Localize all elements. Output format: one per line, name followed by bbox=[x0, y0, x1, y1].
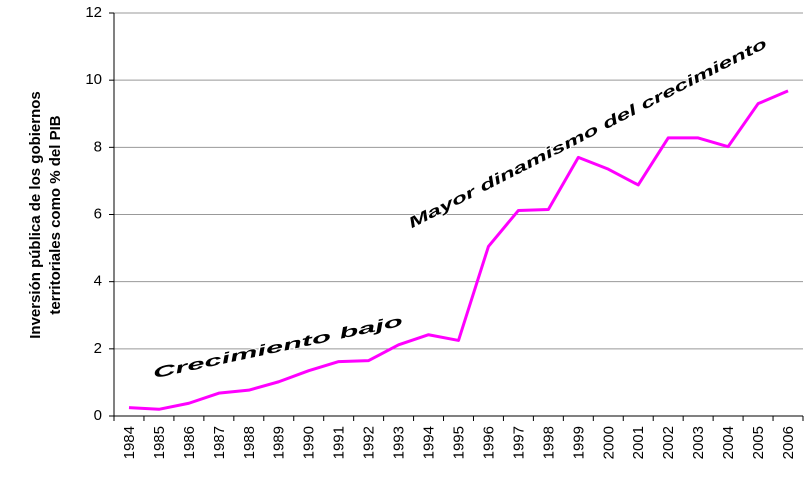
y-tick-label: 4 bbox=[94, 273, 102, 290]
annotation: Mayor dinamismo del crecimiento bbox=[406, 35, 770, 232]
annotation: Crecimiento bajo bbox=[151, 313, 404, 383]
x-tick-label: 1987 bbox=[211, 426, 228, 459]
x-tick-label: 1990 bbox=[301, 426, 318, 459]
x-tick-label: 2002 bbox=[660, 426, 677, 459]
y-axis-label: Inversión pública de los gobiernos bbox=[27, 91, 44, 339]
x-tick-label: 2003 bbox=[690, 426, 707, 459]
x-tick-label: 1997 bbox=[510, 426, 527, 459]
y-tick-label: 2 bbox=[94, 340, 102, 357]
x-tick-label: 2004 bbox=[720, 426, 737, 459]
x-tick-label: 1994 bbox=[421, 426, 438, 459]
x-tick-label: 1989 bbox=[271, 426, 288, 459]
x-tick-label: 1985 bbox=[151, 426, 168, 459]
y-tick-label: 8 bbox=[94, 138, 102, 155]
x-tick-label: 2006 bbox=[780, 426, 797, 459]
x-tick-label: 2000 bbox=[600, 426, 617, 459]
y-tick-label: 6 bbox=[94, 205, 102, 222]
x-tick-label: 2001 bbox=[630, 426, 647, 459]
x-tick-label: 1999 bbox=[570, 426, 587, 459]
x-tick-label: 1988 bbox=[241, 426, 258, 459]
y-tick-label: 12 bbox=[85, 4, 102, 21]
y-axis-label: territoriales como % del PIB bbox=[47, 115, 64, 314]
x-tick-label: 1992 bbox=[361, 426, 378, 459]
data-line bbox=[128, 89, 789, 411]
x-tick-label: 1986 bbox=[181, 426, 198, 459]
x-tick-label: 1984 bbox=[121, 426, 138, 459]
x-tick-label: 2005 bbox=[750, 426, 767, 459]
x-tick-label: 1998 bbox=[540, 426, 557, 459]
x-tick-label: 1993 bbox=[391, 426, 408, 459]
x-tick-label: 1991 bbox=[331, 426, 348, 459]
x-tick-label: 1995 bbox=[450, 426, 467, 459]
x-tick-label: 1996 bbox=[480, 426, 497, 459]
y-tick-label: 10 bbox=[85, 71, 102, 88]
y-tick-label: 0 bbox=[94, 407, 102, 424]
